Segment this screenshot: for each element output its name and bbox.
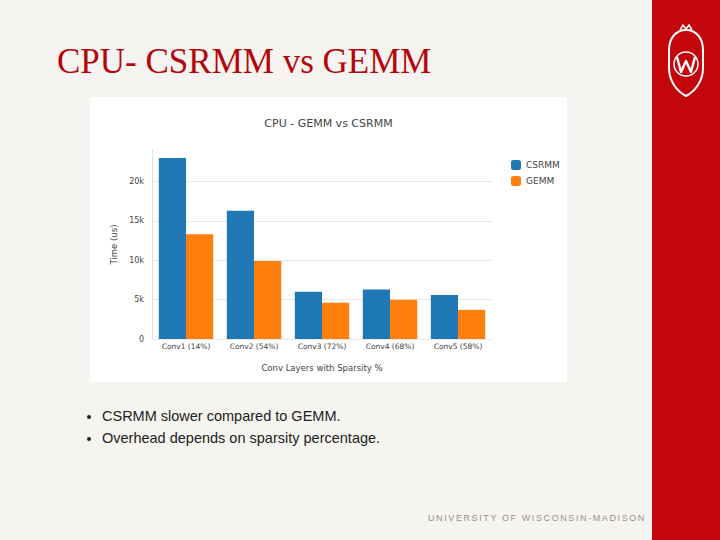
svg-text:Conv3 (72%): Conv3 (72%) xyxy=(298,342,347,351)
svg-text:Conv Layers with Sparsity %: Conv Layers with Sparsity % xyxy=(261,363,382,373)
html-text:Overhead depends on sparsity p: Overhead depends on sparsity percentage. xyxy=(102,430,381,446)
svg-text:CPU - GEMM vs CSRMM: CPU - GEMM vs CSRMM xyxy=(264,117,392,130)
html-text:CPU- CSRMM vs GEMM: CPU- CSRMM vs GEMM xyxy=(57,42,432,81)
svg-text:Conv4 (68%): Conv4 (68%) xyxy=(366,342,415,351)
svg-text:20k: 20k xyxy=(129,177,144,186)
html-text:UNIVERSITY OF WISCONSIN-MADISO: UNIVERSITY OF WISCONSIN-MADISON xyxy=(428,513,646,523)
svg-text:Time (us): Time (us) xyxy=(109,225,119,266)
svg-text:5k: 5k xyxy=(134,295,144,304)
svg-text:10k: 10k xyxy=(129,256,144,265)
html-text:CSRMM slower compared to GEMM.: CSRMM slower compared to GEMM. xyxy=(102,408,341,424)
svg-text:Conv5 (58%): Conv5 (58%) xyxy=(434,342,483,351)
svg-text:CSRMM: CSRMM xyxy=(526,160,560,170)
svg-text:Conv1 (14%): Conv1 (14%) xyxy=(162,342,211,351)
svg-text:GEMM: GEMM xyxy=(526,176,554,186)
svg-text:15k: 15k xyxy=(129,216,144,225)
svg-text:0: 0 xyxy=(139,335,144,344)
svg-text:Conv2 (54%): Conv2 (54%) xyxy=(230,342,279,351)
